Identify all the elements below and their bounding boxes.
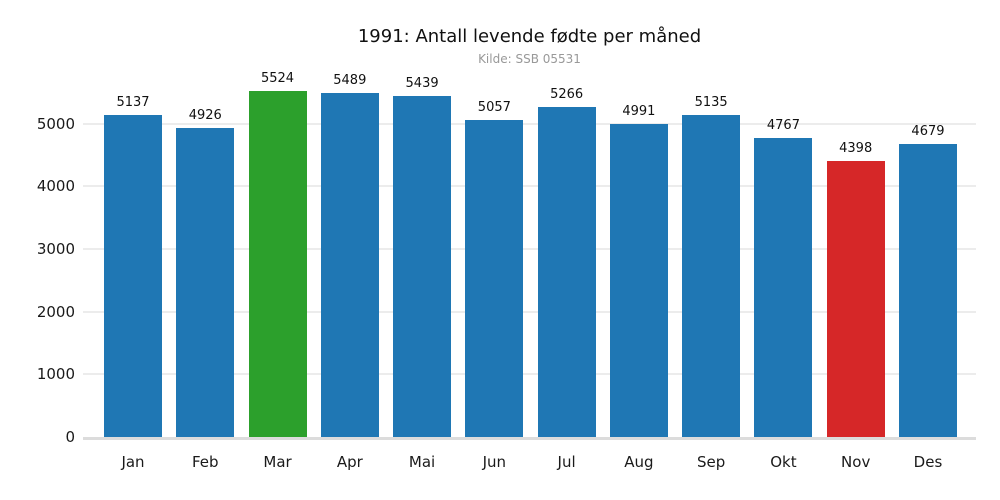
y-tick-label: 2000 xyxy=(36,302,75,321)
y-tick-label: 0 xyxy=(65,428,75,446)
bar-value-label: 4679 xyxy=(911,123,945,139)
x-tick-label: Nov xyxy=(841,453,871,471)
bar-okt xyxy=(754,138,813,437)
y-tick-label: 1000 xyxy=(36,365,75,384)
bar-sep xyxy=(682,115,741,437)
x-tick-label: Sep xyxy=(697,453,726,471)
bar-mar xyxy=(248,90,307,437)
x-tick-label: Okt xyxy=(770,453,797,471)
gridline xyxy=(83,310,976,313)
bar-value-label: 5489 xyxy=(333,72,367,88)
bar-value-label: 5266 xyxy=(550,86,584,102)
gridline xyxy=(83,247,976,250)
bar-value-label: 5439 xyxy=(405,75,439,91)
bar-value-label: 4926 xyxy=(188,108,222,124)
x-tick-label: Jul xyxy=(557,453,576,471)
chart-title: 1991: Antall levende fødte per måned xyxy=(357,26,702,47)
x-tick-label: Feb xyxy=(191,453,219,471)
x-tick-label: Aug xyxy=(624,453,654,471)
bar-value-label: 5137 xyxy=(116,94,150,110)
bar-jun xyxy=(465,119,524,437)
bar-value-label: 5524 xyxy=(260,70,295,86)
bar-des xyxy=(898,143,957,437)
gridline xyxy=(83,185,976,188)
x-tick-label: Mai xyxy=(408,453,436,471)
bar-mai xyxy=(393,95,452,437)
bar-jul xyxy=(537,106,596,437)
y-tick-label: 4000 xyxy=(36,177,75,196)
bar-feb xyxy=(176,128,235,437)
chart-subtitle: Kilde: SSB 05531 xyxy=(478,52,581,66)
y-tick-label: 3000 xyxy=(36,239,75,258)
bar-jan xyxy=(104,114,162,437)
x-tick-label: Apr xyxy=(336,453,363,471)
x-tick-label: Jun xyxy=(482,453,507,471)
bar-value-label: 4398 xyxy=(839,141,873,157)
y-tick-label: 5000 xyxy=(36,114,75,133)
x-tick-label: Des xyxy=(913,453,943,471)
bar-value-label: 4991 xyxy=(622,104,656,120)
bar-apr xyxy=(320,92,379,437)
x-tick-label: Mar xyxy=(263,453,292,471)
bar-value-label: 5135 xyxy=(694,95,728,111)
gridline xyxy=(83,122,976,125)
bar-aug xyxy=(609,124,668,437)
bar-nov xyxy=(826,161,885,437)
bar-value-label: 5057 xyxy=(477,99,511,115)
gridline xyxy=(83,373,976,376)
bar-value-label: 4767 xyxy=(766,118,800,134)
x-tick-label: Jan xyxy=(121,453,145,471)
x-axis-baseline xyxy=(83,437,976,440)
